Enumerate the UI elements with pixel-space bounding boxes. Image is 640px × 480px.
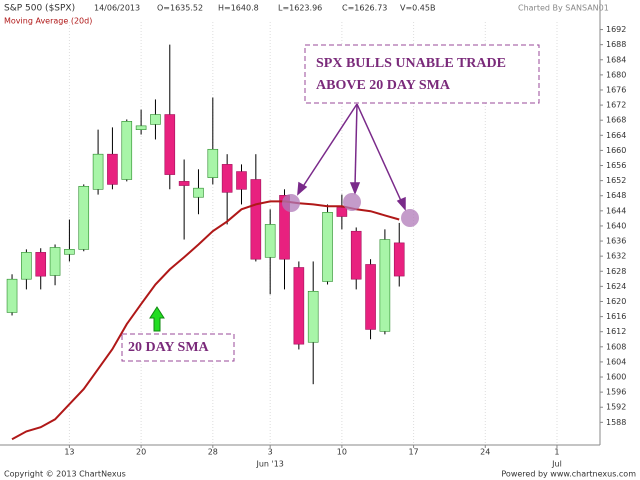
y-tick-label: 1620 <box>606 297 626 306</box>
header-low: L=1623.96 <box>278 4 322 13</box>
y-tick-label: 1668 <box>606 116 626 125</box>
month-label: Jun '13 <box>255 460 283 469</box>
footer-left: Copyright © 2013 ChartNexus <box>4 470 126 479</box>
candle-body <box>6 278 18 313</box>
candle-body <box>336 207 348 217</box>
x-tick-label: 3 <box>268 448 273 457</box>
candle-body <box>365 264 376 330</box>
header-open: O=1635.52 <box>157 4 203 13</box>
annotation: 20 DAY SMA <box>128 340 210 355</box>
annotation-arrow-up <box>149 306 165 332</box>
y-tick-label: 1600 <box>606 373 626 382</box>
y-tick-label: 1644 <box>606 206 626 215</box>
month-label: Jul <box>551 460 562 469</box>
candle-body <box>279 195 290 260</box>
candle-body <box>78 185 90 250</box>
y-tick-label: 1680 <box>606 70 626 79</box>
candle-body <box>350 230 362 280</box>
y-tick-label: 1604 <box>606 357 626 366</box>
candle-body <box>307 290 319 343</box>
y-tick-label: 1624 <box>606 282 626 291</box>
header-high: H=1640.8 <box>218 4 259 13</box>
y-tick-label: 1692 <box>606 25 626 34</box>
y-tick-label: 1608 <box>606 342 626 351</box>
x-tick-label: 17 <box>408 448 418 457</box>
candle-body <box>150 114 161 125</box>
x-tick-label: 20 <box>136 448 146 457</box>
y-tick-label: 1672 <box>606 101 626 110</box>
x-tick-label: 10 <box>337 448 347 457</box>
candle-body <box>193 187 204 198</box>
annotation-box <box>121 333 235 362</box>
candle-body <box>64 249 75 255</box>
y-tick-label: 1628 <box>606 267 626 276</box>
chart-title: S&P 500 ($SPX) <box>4 4 75 14</box>
indicator-label: Moving Average (20d) <box>4 17 92 26</box>
y-tick-label: 1588 <box>606 418 626 427</box>
header-date: 14/06/2013 <box>94 4 140 13</box>
candle-body <box>164 114 176 175</box>
y-tick-label: 1592 <box>606 403 626 412</box>
y-tick-label: 1636 <box>606 237 626 246</box>
highlight-circles <box>282 193 419 227</box>
y-tick-label: 1684 <box>606 55 626 64</box>
credit: Charted By SANSAN01 <box>518 4 609 13</box>
header-volume: V=0.45B <box>400 4 435 13</box>
candle-body <box>322 212 333 282</box>
candle-body <box>293 267 305 345</box>
y-tick-label: 1676 <box>606 85 626 94</box>
y-tick-label: 1688 <box>606 40 626 49</box>
y-tick-label: 1664 <box>606 131 626 140</box>
candle-body <box>92 153 104 190</box>
sma-line <box>11 200 400 441</box>
candle-body <box>49 247 61 276</box>
y-tick-label: 1616 <box>606 312 626 321</box>
candle-body <box>379 239 391 332</box>
candle-body <box>221 164 233 193</box>
y-tick-label: 1632 <box>606 252 626 261</box>
y-tick-label: 1612 <box>606 327 626 336</box>
candle-body <box>207 148 219 178</box>
x-tick-label: 28 <box>208 448 218 457</box>
y-tick-label: 1596 <box>606 388 626 397</box>
annotation: ABOVE 20 DAY SMA <box>316 78 451 93</box>
candle-body <box>21 252 32 280</box>
candle-body <box>35 252 47 277</box>
candle-body <box>250 179 262 260</box>
annotation: SPX BULLS UNABLE TRADE <box>316 56 506 71</box>
header-close: C=1626.73 <box>342 4 387 13</box>
candle-body <box>135 125 147 130</box>
candle-body <box>107 153 118 185</box>
annotation-arrows <box>297 103 406 211</box>
candle-body <box>178 181 190 186</box>
x-tick-label: 13 <box>64 448 74 457</box>
candle-body <box>264 224 276 258</box>
candle-body <box>121 121 133 180</box>
x-tick-label: 1 <box>554 448 559 457</box>
candle-body <box>236 171 247 190</box>
y-tick-label: 1652 <box>606 176 626 185</box>
annotation-box <box>304 44 540 104</box>
x-tick-label: 24 <box>480 448 490 457</box>
y-tick-label: 1656 <box>606 161 626 170</box>
candle-body <box>393 242 405 277</box>
y-tick-label: 1660 <box>606 146 626 155</box>
y-tick-label: 1648 <box>606 191 626 200</box>
y-tick-label: 1640 <box>606 221 626 230</box>
footer-right: Powered by www.chartnexus.com <box>501 470 636 479</box>
